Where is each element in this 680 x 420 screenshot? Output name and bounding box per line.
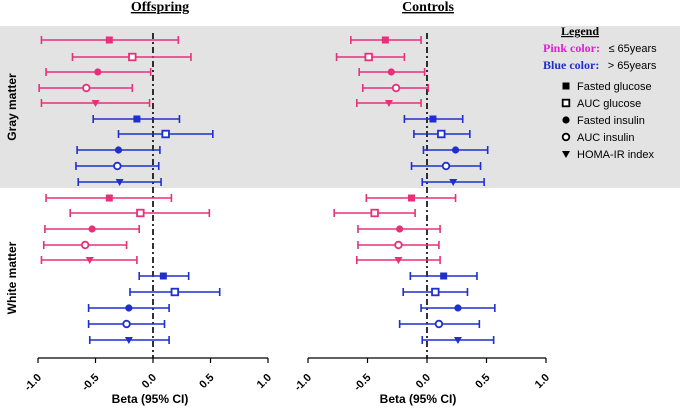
offspring-gray-matter-le65-auc-glucose-point	[128, 52, 137, 62]
panel-title-controls: Controls	[402, 0, 454, 15]
legend-marker-homa-ir-index	[562, 151, 570, 158]
controls-white-matter-gt65-homa-ir-index-point	[453, 337, 462, 344]
controls-white-matter-le65-auc-insulin-point	[394, 240, 403, 250]
offspring-gray-matter-le65-homa-ir-index-point	[91, 100, 100, 107]
x-axis-label-controls: Beta (95% CI)	[380, 392, 457, 406]
offspring-x-tick-label: 0.0	[140, 372, 159, 391]
legend-blue-value: > 65years	[608, 60, 657, 72]
controls-gray-matter-gt65-auc-insulin-point	[441, 161, 451, 171]
controls-white-matter-gt65-auc-glucose-point	[431, 287, 440, 297]
legend-label-fasted-glucose: Fasted glucose	[577, 81, 652, 93]
legend-pink-label: Pink color:	[543, 41, 600, 55]
offspring-white-matter-le65-fasted-glucose-point	[105, 194, 113, 202]
legend-marker-auc-glucose	[561, 98, 571, 108]
panel-controls-plot: -1.0 -0.5 0.0 0.5 1.0	[292, 33, 552, 394]
offspring-gray-matter-gt65-auc-insulin-point	[113, 161, 122, 171]
controls-white-matter-gt65-fasted-glucose-point	[440, 272, 448, 280]
controls-white-matter-gt65-auc-insulin-point	[434, 319, 444, 329]
offspring-gray-matter-gt65-auc-glucose-point	[161, 129, 170, 139]
offspring-gray-matter-gt65-homa-ir-index-point	[115, 179, 124, 186]
controls-x-tick-label: 1.0	[533, 372, 552, 391]
legend: Legend Pink color: ≤ 65years Blue color:…	[543, 24, 657, 161]
x-axis-label-offspring: Beta (95% CI)	[112, 392, 189, 406]
legend-blue-line: Blue color: > 65years	[543, 56, 657, 73]
panel-title-offspring: Offspring	[131, 0, 189, 15]
offspring-gray-matter-gt65-fasted-insulin-point	[114, 146, 123, 154]
legend-label-auc-insulin: AUC insulin	[577, 132, 634, 144]
controls-gray-matter-le65-homa-ir-index-point	[384, 100, 393, 107]
legend-marker-fasted-glucose	[562, 82, 570, 90]
controls-x-tick-label: -0.5	[352, 372, 374, 394]
row-label-white-matter: White matter	[5, 241, 19, 314]
offspring-white-matter-gt65-homa-ir-index-point	[124, 337, 133, 344]
legend-items: Fasted glucose AUC glucose Fasted insulin A…	[561, 81, 655, 161]
panel-offspring-plot: -1.0 -0.5 0.0 0.5 1.0	[22, 33, 274, 394]
legend-label-auc-glucose: AUC glucose	[577, 98, 641, 110]
offspring-white-matter-gt65-fasted-insulin-point	[125, 304, 133, 312]
controls-x-tick-label: -1.0	[292, 372, 314, 394]
legend-pink-value: ≤ 65years	[608, 43, 657, 55]
offspring-white-matter-gt65-fasted-glucose-point	[159, 272, 167, 280]
offspring-gray-matter-le65-fasted-insulin-point	[94, 68, 102, 76]
controls-gray-matter-gt65-auc-glucose-point	[437, 129, 446, 139]
offspring-x-tick-label: -0.5	[80, 372, 102, 394]
controls-gray-matter-le65-fasted-glucose-point	[381, 36, 389, 44]
legend-blue-label: Blue color:	[543, 58, 599, 72]
legend-label-homa-ir-index: HOMA-IR index	[577, 149, 655, 161]
controls-gray-matter-gt65-fasted-glucose-point	[429, 115, 437, 123]
offspring-gray-matter-le65-fasted-glucose-point	[105, 36, 113, 44]
controls-gray-matter-le65-fasted-insulin-point	[387, 68, 395, 76]
legend-marker-auc-insulin	[561, 132, 571, 142]
controls-x-tick-label: 0.5	[473, 372, 492, 391]
controls-x-tick-label: 0.0	[414, 372, 433, 391]
controls-gray-matter-le65-auc-insulin-point	[391, 83, 401, 93]
offspring-white-matter-le65-fasted-insulin-point	[88, 225, 96, 233]
offspring-gray-matter-gt65-fasted-glucose-point	[133, 115, 141, 123]
offspring-white-matter-le65-auc-insulin-point	[80, 240, 90, 250]
controls-white-matter-le65-homa-ir-index-point	[394, 257, 403, 264]
offspring-gray-matter-le65-auc-insulin-point	[82, 83, 91, 93]
offspring-white-matter-gt65-auc-glucose-point	[170, 287, 180, 297]
controls-white-matter-gt65-fasted-insulin-point	[454, 304, 462, 312]
offspring-x-tick-label: 0.5	[197, 372, 216, 391]
offspring-x-tick-label: 1.0	[255, 372, 274, 391]
legend-pink-line: Pink color: ≤ 65years	[543, 39, 657, 56]
controls-gray-matter-le65-auc-glucose-point	[364, 52, 373, 62]
controls-white-matter-le65-auc-glucose-point	[370, 208, 379, 218]
legend-marker-fasted-insulin	[562, 116, 570, 124]
legend-label-fasted-insulin: Fasted insulin	[577, 115, 645, 127]
controls-white-matter-le65-fasted-glucose-point	[408, 194, 416, 202]
offspring-x-tick-label: -1.0	[22, 372, 44, 394]
row-label-gray-matter: Gray matter	[5, 73, 19, 141]
controls-white-matter-le65-fasted-insulin-point	[396, 225, 404, 233]
offspring-white-matter-le65-auc-glucose-point	[136, 208, 145, 218]
offspring-white-matter-le65-homa-ir-index-point	[85, 257, 94, 264]
controls-gray-matter-gt65-homa-ir-index-point	[449, 179, 458, 186]
controls-gray-matter-gt65-fasted-insulin-point	[451, 146, 460, 154]
legend-title: Legend	[561, 24, 599, 38]
offspring-white-matter-gt65-auc-insulin-point	[122, 319, 131, 329]
